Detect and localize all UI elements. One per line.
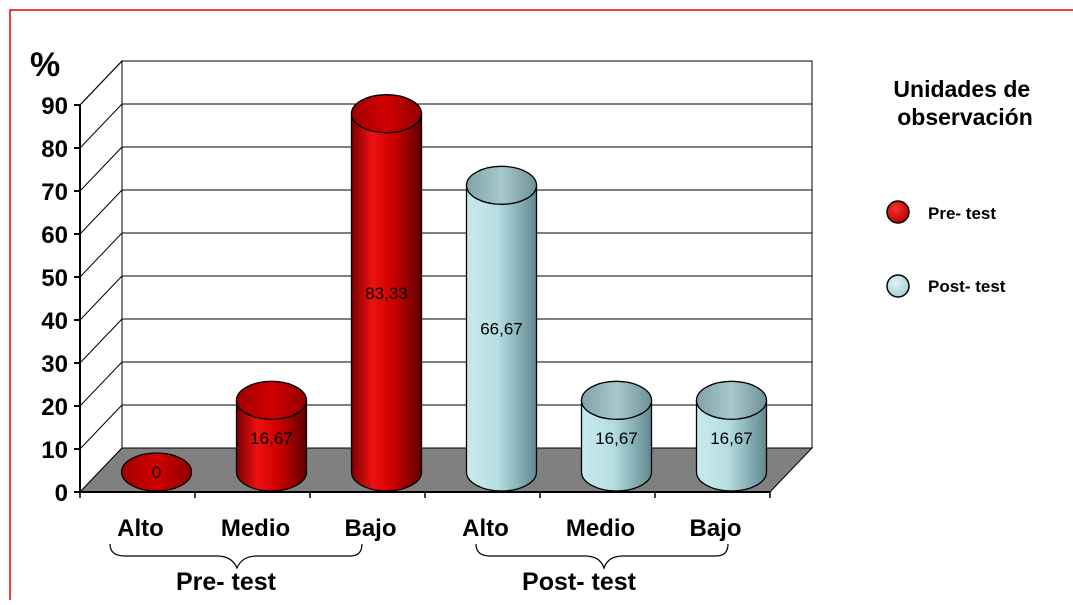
x-tick-label: Alto [462,515,509,542]
y-tick-label: 40 [41,308,68,335]
legend-marker-post-test [886,274,910,298]
y-tick-label: 60 [41,222,68,249]
gridline-depth [79,232,123,278]
legend: Unidades de observación Pre- test Post- … [886,76,1036,298]
y-tick-label: 0 [55,480,68,507]
bar-top-pre-test [350,94,423,134]
gridline-depth [79,60,123,106]
chart-border [9,9,1073,605]
gridline-depth [79,103,123,149]
data-label: 83,33 [365,284,408,303]
x-tick-label: Medio [566,515,635,542]
bar-pre-test [350,113,423,492]
bar-top-pre-test [120,452,193,492]
y-tick-label: 10 [41,437,68,464]
y-tick-label: 90 [41,93,68,120]
plot-area: 0 10 20 30 40 50 60 70 80 90 0 Alto 16,67 Medio 83,33 B… [41,59,814,542]
bar-top-post-test [580,380,653,420]
x-tick-label: Bajo [689,515,741,542]
data-label: 16,67 [250,429,293,448]
bar-post-test [580,399,653,492]
group-brace-pre-test [109,543,363,570]
data-label: 66,67 [480,320,523,339]
gridline-depth [79,318,123,364]
x-tick-label: Alto [117,515,164,542]
y-axis-label: % [30,46,60,84]
group-label-pre-test: Pre- test [176,568,277,596]
gridline-depth [79,404,123,450]
data-label: 0 [152,463,161,482]
gridline-depth [79,189,123,235]
bar-top-pre-test [235,380,308,420]
gridline-depth [79,361,123,407]
legend-title: Unidades de observación [893,76,1036,130]
y-tick-label: 70 [41,179,68,206]
y-tick-label: 30 [41,351,68,378]
data-label: 16,67 [595,429,638,448]
x-tick-label: Medio [221,515,290,542]
data-label: 16,67 [710,429,753,448]
bar-post-test [695,399,768,492]
gridline-depth [79,146,123,192]
group-brace-post-test [475,543,729,570]
legend-marker-pre-test [886,200,910,224]
bar-top-post-test [695,380,768,420]
legend-item-post-test: Post- test [928,277,1006,296]
bar-pre-test [235,399,308,492]
bar-top-post-test [465,165,538,205]
y-tick-label: 50 [41,265,68,292]
y-tick-label: 80 [41,136,68,163]
x-tick-label: Bajo [344,515,396,542]
gridline-depth [79,275,123,321]
group-label-post-test: Post- test [522,568,637,596]
bar-post-test [465,184,538,492]
legend-item-pre-test: Pre- test [928,204,996,223]
y-tick-label: 20 [41,394,68,421]
